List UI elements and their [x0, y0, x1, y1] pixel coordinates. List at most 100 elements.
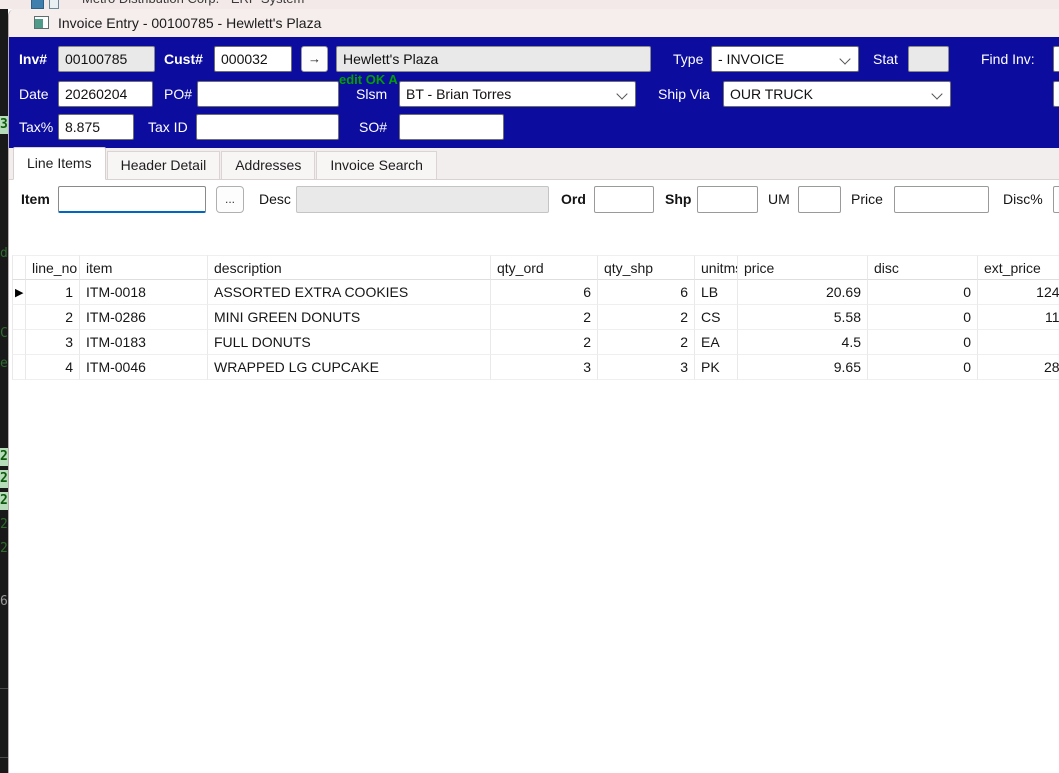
inv-number-field[interactable] — [58, 46, 155, 72]
grid-column-header[interactable]: description — [208, 255, 491, 280]
disc-percent-input[interactable] — [1053, 186, 1059, 213]
grid-cell-price[interactable]: 4.5 — [738, 330, 868, 355]
background-window-edge: 3 d C e 2 2 2 2 2 6 — [0, 9, 8, 773]
edge-text-fragment: 3 — [0, 116, 8, 134]
grid-cell-qty-shp[interactable]: 2 — [598, 305, 695, 330]
grid-column-header[interactable]: disc — [868, 255, 978, 280]
grid-cell-ext-price[interactable]: 11.16 — [978, 305, 1059, 330]
tax-percent-label: Tax% — [19, 119, 54, 135]
edge-text-fragment: 6 — [0, 594, 8, 609]
edge-divider — [0, 688, 8, 689]
grid-cell-ext-price[interactable]: 124.14 — [978, 280, 1059, 305]
grid-selector-header — [12, 255, 26, 280]
edge-text-fragment: 2 — [0, 448, 8, 466]
grid-column-header[interactable]: qty_ord — [491, 255, 598, 280]
row-selector-cell[interactable] — [12, 305, 26, 330]
po-number-label: PO# — [164, 86, 193, 102]
item-browse-button[interactable]: ... — [216, 186, 244, 213]
grid-cell-description[interactable]: FULL DONUTS — [208, 330, 491, 355]
grid-cell-price[interactable]: 9.65 — [738, 355, 868, 380]
app-icon — [31, 0, 44, 9]
find-inv-field[interactable] — [1053, 46, 1059, 72]
row-selector-cell[interactable] — [12, 355, 26, 380]
date-label: Date — [19, 86, 49, 102]
ord-input[interactable] — [594, 186, 654, 213]
grid-cell-disc[interactable]: 0 — [868, 280, 978, 305]
grid-cell-item[interactable]: ITM-0018 — [80, 280, 208, 305]
grid-cell-price[interactable]: 20.69 — [738, 280, 868, 305]
edge-text-fragment: d — [0, 246, 8, 261]
edge-text-fragment: 2 — [0, 541, 8, 556]
grid-cell-description[interactable]: MINI GREEN DONUTS — [208, 305, 491, 330]
selected-row-icon: ▶ — [15, 286, 24, 299]
grid-cell-unitms[interactable]: CS — [695, 305, 738, 330]
grid-column-header[interactable]: qty_shp — [598, 255, 695, 280]
grid-cell-line-no[interactable]: 1 — [26, 280, 80, 305]
grid-cell-unitms[interactable]: PK — [695, 355, 738, 380]
tab-addresses[interactable]: Addresses — [221, 151, 316, 179]
tab-header-detail[interactable]: Header Detail — [106, 151, 221, 179]
tax-id-field[interactable] — [196, 114, 339, 140]
goto-customer-button[interactable]: → — [301, 46, 328, 72]
background-overlay-text: edit OK A — [339, 72, 398, 87]
item-input[interactable] — [58, 186, 206, 213]
grid-cell-disc[interactable]: 0 — [868, 305, 978, 330]
grid-column-header[interactable]: unitms — [695, 255, 738, 280]
tab-invoice-search[interactable]: Invoice Search — [316, 151, 437, 179]
customer-name-field[interactable] — [336, 46, 651, 72]
um-label: UM — [768, 191, 790, 207]
grid-cell-qty-shp[interactable]: 6 — [598, 280, 695, 305]
stat-label: Stat — [873, 51, 898, 67]
grid-cell-line-no[interactable]: 3 — [26, 330, 80, 355]
grid-cell-qty-ord[interactable]: 3 — [491, 355, 598, 380]
grid-cell-price[interactable]: 5.58 — [738, 305, 868, 330]
tab-line-items[interactable]: Line Items — [13, 147, 106, 180]
chevron-down-icon — [839, 53, 851, 65]
grid-cell-qty-ord[interactable]: 2 — [491, 305, 598, 330]
edge-text-fragment: 2 — [0, 492, 8, 510]
grid-cell-ext-price[interactable]: 9 — [978, 330, 1059, 355]
grid-cell-qty-shp[interactable]: 3 — [598, 355, 695, 380]
grid-cell-item[interactable]: ITM-0046 — [80, 355, 208, 380]
grid-cell-unitms[interactable]: LB — [695, 280, 738, 305]
background-window-titlebar[interactable]: Metro Distribution Corp. - ERP System — [0, 0, 1059, 9]
stat-field[interactable] — [908, 46, 949, 72]
window-titlebar[interactable]: Invoice Entry - 00100785 - Hewlett's Pla… — [9, 9, 1059, 37]
grid-cell-qty-ord[interactable]: 6 — [491, 280, 598, 305]
grid-column-header[interactable]: price — [738, 255, 868, 280]
grid-cell-qty-shp[interactable]: 2 — [598, 330, 695, 355]
desc-field[interactable] — [296, 186, 549, 213]
grid-column-header[interactable]: item — [80, 255, 208, 280]
po-number-field[interactable] — [197, 81, 339, 107]
row-selector-cell[interactable]: ▶ — [12, 280, 26, 305]
grid-cell-description[interactable]: ASSORTED EXTRA COOKIES — [208, 280, 491, 305]
grid-cell-ext-price[interactable]: 28.95 — [978, 355, 1059, 380]
clipped-edge-field[interactable] — [1053, 81, 1059, 107]
date-field[interactable] — [58, 81, 153, 107]
price-label: Price — [851, 191, 883, 207]
grid-cell-line-no[interactable]: 4 — [26, 355, 80, 380]
grid-cell-description[interactable]: WRAPPED LG CUPCAKE — [208, 355, 491, 380]
so-number-field[interactable] — [399, 114, 504, 140]
grid-cell-disc[interactable]: 0 — [868, 355, 978, 380]
type-select[interactable]: - INVOICE — [711, 46, 859, 72]
grid-column-header[interactable]: ext_price — [978, 255, 1059, 280]
line-items-grid: line_no item description qty_ord qty_shp… — [12, 255, 1059, 380]
ship-via-select[interactable]: OUR TRUCK — [723, 81, 951, 107]
grid-cell-item[interactable]: ITM-0286 — [80, 305, 208, 330]
grid-cell-line-no[interactable]: 2 — [26, 305, 80, 330]
um-input[interactable] — [798, 186, 841, 213]
grid-column-header[interactable]: line_no — [26, 255, 80, 280]
tax-id-label: Tax ID — [148, 119, 188, 135]
row-selector-cell[interactable] — [12, 330, 26, 355]
cust-number-label: Cust# — [164, 51, 203, 67]
grid-cell-unitms[interactable]: EA — [695, 330, 738, 355]
tax-percent-field[interactable] — [58, 114, 134, 140]
cust-number-field[interactable] — [214, 46, 292, 72]
salesman-select[interactable]: BT - Brian Torres — [399, 81, 636, 107]
grid-cell-qty-ord[interactable]: 2 — [491, 330, 598, 355]
grid-cell-item[interactable]: ITM-0183 — [80, 330, 208, 355]
grid-cell-disc[interactable]: 0 — [868, 330, 978, 355]
price-input[interactable] — [894, 186, 989, 213]
shp-input[interactable] — [697, 186, 758, 213]
